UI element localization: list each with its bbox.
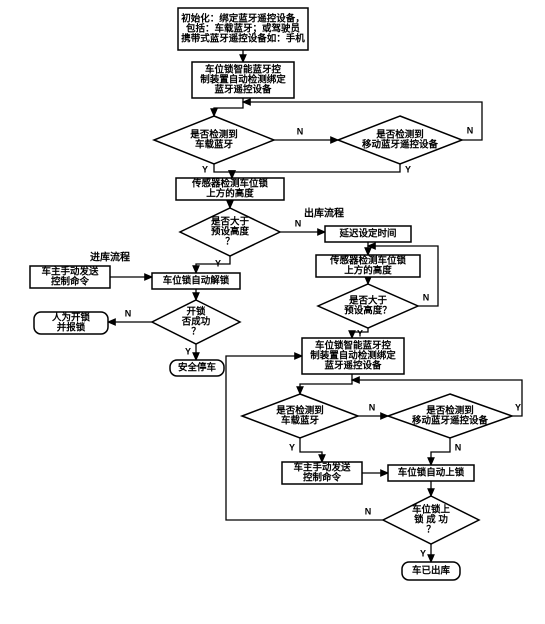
node-text: 车位锁自动上锁	[398, 467, 465, 479]
edge-label: Y	[289, 442, 295, 452]
node-text: 车载蓝牙	[281, 415, 320, 427]
node-text: 上方的高度	[206, 188, 254, 200]
edge-label: N	[295, 218, 302, 228]
edge-label: N	[297, 126, 304, 136]
node-text: 控制命令	[51, 276, 90, 288]
node-text: 移动蓝牙遥控设备	[412, 415, 489, 427]
node-text: 上方的高度	[344, 265, 392, 277]
edge	[232, 164, 400, 178]
edge-label: Y	[185, 346, 191, 356]
node-text: 延迟设定时间	[338, 228, 396, 240]
node-text: 蓝牙遥控设备	[214, 84, 272, 96]
node-text: 车已出库	[412, 565, 451, 577]
node-text: ？	[225, 237, 235, 248]
node-text: 预设高度？	[344, 305, 392, 317]
edge	[300, 374, 352, 394]
edge	[196, 256, 230, 273]
edge-label: N	[467, 125, 474, 135]
edge	[214, 164, 232, 178]
edge-label: Y	[515, 402, 521, 412]
edge	[431, 438, 450, 465]
edge-label: N	[125, 308, 132, 318]
edge-label: Y	[202, 164, 208, 174]
node-text: 车载蓝牙	[195, 139, 234, 151]
node-text: ？	[426, 525, 436, 536]
edge	[300, 438, 322, 462]
edge-label: Y	[420, 548, 426, 558]
node-text: ？	[191, 327, 201, 338]
side-label-inFlow: 进库流程	[90, 251, 130, 264]
node-text: 安全停车	[178, 362, 217, 374]
node-text: 控制命令	[303, 472, 342, 484]
edge	[214, 98, 243, 116]
edge-label: N	[455, 442, 462, 452]
edge-label: Y	[357, 328, 363, 338]
node-text: 移动蓝牙遥控设备	[362, 139, 439, 151]
edge-label: Y	[405, 164, 411, 174]
side-label-outFlow: 出库流程	[304, 207, 344, 220]
node-text: 蓝牙遥控设备	[324, 360, 382, 372]
edge-label: N	[365, 506, 372, 516]
flowchart-canvas: NNYYNNYYNYNYYNNY初始化：绑定蓝牙遥控设备，包括：车载蓝牙；或驾驶…	[0, 0, 545, 624]
node-text: 车位锁自动解锁	[163, 275, 230, 287]
node-text: 携带式蓝牙遥控设备如：手机	[181, 33, 305, 45]
edge-label: Y	[215, 258, 221, 268]
node-text: 并报锁	[57, 322, 86, 334]
edge-label: N	[423, 292, 430, 302]
edge-label: N	[369, 402, 376, 412]
